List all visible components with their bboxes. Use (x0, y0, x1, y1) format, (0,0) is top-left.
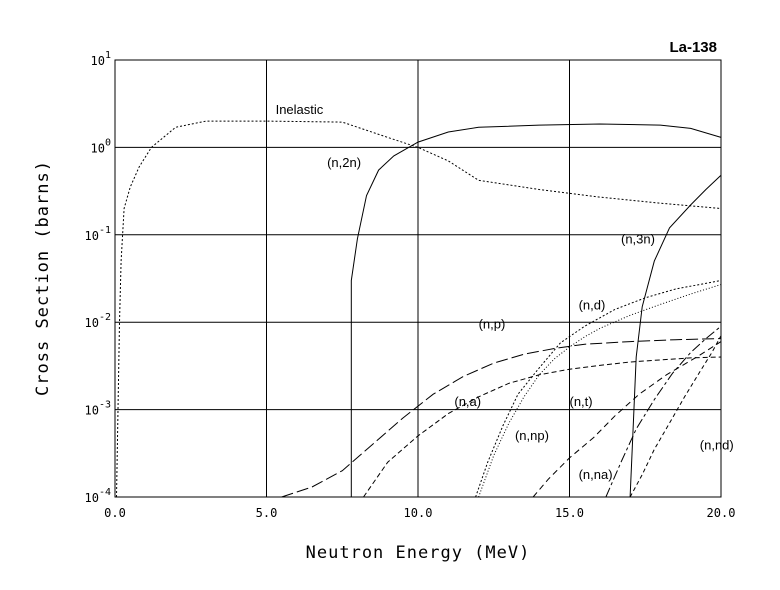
x-axis-title: Neutron Energy (MeV) (306, 543, 531, 563)
curve-label-n-nd: (n,nd) (700, 437, 734, 452)
series-line-n-3n (629, 174, 722, 498)
y-tick-label: 10-4 (85, 487, 112, 505)
series-line-n-t (605, 325, 722, 498)
curve-label-n-p: (n,p) (479, 316, 506, 331)
series-group (116, 120, 722, 498)
series-line-n-p (281, 338, 722, 498)
tick-labels: 0.0 5.0 10.0 15.0 20.0 10-4 10-3 10-2 10-1 100 101 (85, 50, 736, 520)
series-line-n-nd (629, 335, 722, 498)
curve-label-n-2n: (n,2n) (327, 155, 361, 170)
x-tick-label: 15.0 (555, 506, 584, 520)
series-line-inelastic (116, 120, 722, 498)
x-tick-label: 20.0 (707, 506, 736, 520)
x-tick-label: 5.0 (256, 506, 278, 520)
series-line-n-a (363, 356, 722, 498)
series-line-n-np (478, 284, 722, 498)
x-tick-label: 0.0 (104, 506, 126, 520)
curve-label-inelastic: Inelastic (276, 102, 324, 117)
curve-label-n-a: (n,a) (454, 394, 481, 409)
y-tick-label: 101 (91, 50, 111, 68)
chart-title: La-138 (669, 39, 717, 56)
curve-label-n-d: (n,d) (579, 297, 606, 312)
y-tick-label: 100 (91, 137, 111, 155)
y-axis-title: Cross Section (barns) (33, 160, 53, 396)
series-line-n-2n (350, 123, 722, 497)
series-line-n-d (475, 280, 722, 498)
curve-label-n-3n: (n,3n) (621, 231, 655, 246)
curve-labels: Inelastic (n,2n) (n,3n) (n,d) (n,p) (n,a) (n,t… (276, 102, 734, 482)
x-tick-label: 10.0 (404, 506, 433, 520)
grid (115, 60, 721, 497)
y-tick-label: 10-2 (85, 312, 112, 330)
curve-label-n-t: (n,t) (570, 394, 593, 409)
curve-label-n-na: (n,na) (579, 467, 613, 482)
y-tick-label: 10-1 (85, 225, 112, 243)
y-tick-label: 10-3 (85, 400, 112, 418)
series-line-n-na (532, 341, 722, 498)
curve-label-n-np: (n,np) (515, 428, 549, 443)
